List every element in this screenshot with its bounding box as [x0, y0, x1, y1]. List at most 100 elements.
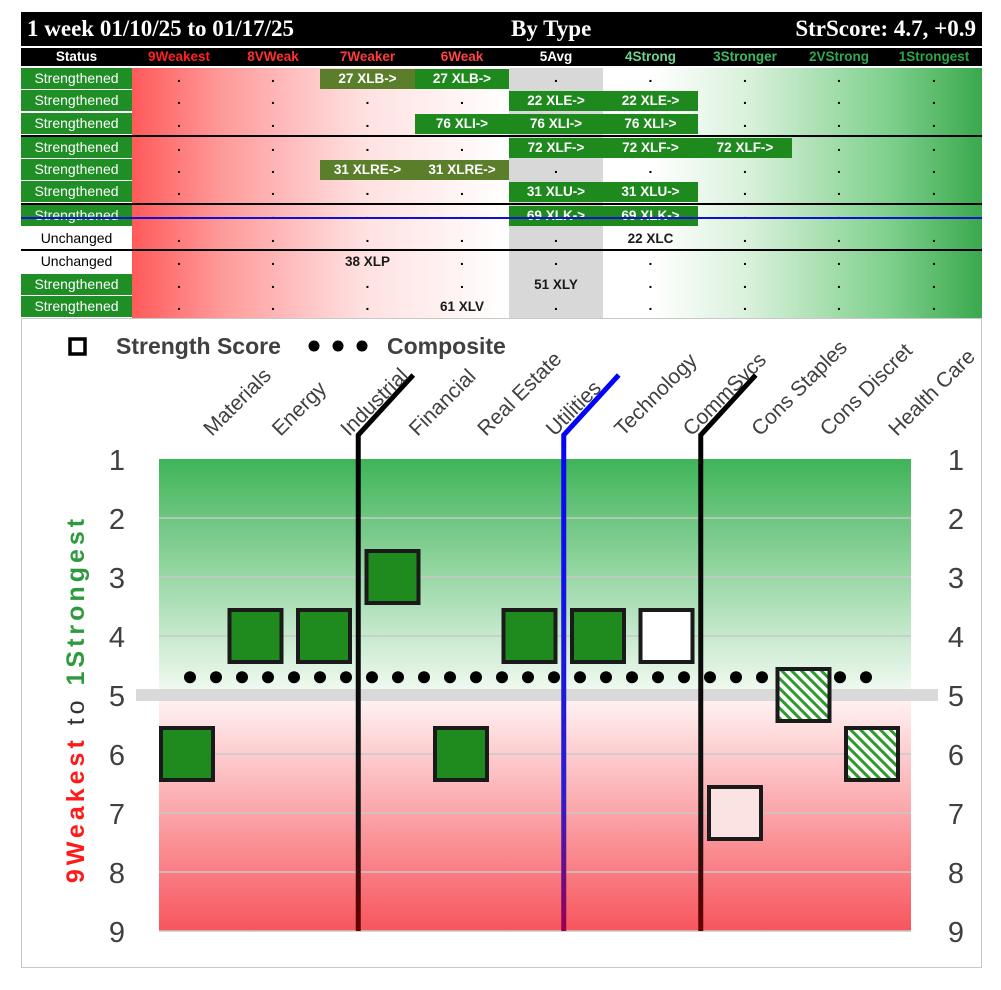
empty-dot: . — [460, 275, 464, 291]
composite-dot — [600, 671, 612, 684]
legend-square-icon — [68, 337, 87, 356]
ticker-cell: 31 XLU-> — [509, 182, 603, 202]
composite-dot — [730, 671, 742, 684]
status-cell: Unchanged — [21, 251, 132, 272]
category-label: Materials — [199, 364, 276, 441]
empty-dot: . — [554, 229, 558, 245]
category-label: Utilities — [542, 376, 606, 440]
empty-dot: . — [271, 160, 275, 176]
empty-dot: . — [177, 138, 181, 154]
empty-dot: . — [460, 206, 464, 222]
column-header-8vweak: 8VWeak — [247, 49, 299, 64]
empty-dot: . — [177, 297, 181, 313]
chart-panel: 1 1 2 2 3 3 4 4 5 5 6 6 7 7 8 8 9 9 Materials Energy Indust… — [21, 318, 982, 968]
ticker-cell: 69 XLK-> — [603, 206, 698, 226]
y-tick-left: 7 — [109, 799, 125, 831]
status-cell: Strengthened — [21, 205, 132, 226]
period-title: 1 week 01/10/25 to 01/17/25 — [27, 16, 295, 41]
composite-dot — [184, 671, 196, 684]
ticker-cell: 22 XLE-> — [603, 91, 698, 111]
empty-dot: . — [177, 69, 181, 85]
ticker-cell: 72 XLF-> — [509, 138, 603, 158]
empty-dot: . — [743, 69, 747, 85]
status-cell: Strengthened — [21, 68, 132, 89]
status-cell: Strengthened — [21, 181, 132, 202]
empty-dot: . — [271, 229, 275, 245]
category-divider — [698, 373, 758, 931]
empty-dot: . — [932, 91, 936, 107]
empty-dot: . — [271, 138, 275, 154]
empty-dot: . — [365, 275, 370, 291]
y-tick-left: 2 — [109, 504, 125, 536]
ticker-cell: 38 XLP — [344, 254, 391, 269]
empty-dot: . — [743, 182, 747, 198]
empty-dot: . — [743, 252, 747, 268]
legend-strength-score: Strength Score — [116, 333, 281, 359]
row-separator — [21, 135, 982, 137]
empty-dot: . — [743, 160, 747, 176]
empty-dot: . — [177, 206, 181, 222]
category-divider — [561, 373, 621, 931]
empty-dot: . — [365, 297, 370, 313]
empty-dot: . — [271, 252, 275, 268]
strength-box — [433, 726, 489, 782]
ticker-cell: 22 XLE-> — [509, 91, 603, 111]
str-score-title: StrScore: 4.7, +0.9 — [795, 16, 976, 41]
status-cell: Unchanged — [21, 228, 132, 249]
empty-dot: . — [932, 297, 936, 313]
empty-dot: . — [837, 229, 841, 245]
empty-dot: . — [932, 69, 936, 85]
ticker-cell: 76 XLI-> — [509, 114, 603, 134]
column-header-2vstrong: 2VStrong — [808, 49, 869, 64]
empty-dot: . — [365, 206, 370, 222]
empty-dot: . — [271, 297, 275, 313]
empty-dot: . — [177, 252, 181, 268]
empty-dot: . — [932, 206, 936, 222]
strength-box — [707, 785, 763, 841]
composite-dot — [288, 671, 300, 684]
strength-box — [570, 608, 626, 664]
composite-dot — [366, 671, 378, 684]
ticker-cell: 69 XLK-> — [509, 206, 603, 226]
empty-dot: . — [460, 229, 464, 245]
composite-dot — [626, 671, 638, 684]
column-header-6weak: 6Weak — [440, 49, 484, 64]
composite-dot — [548, 671, 560, 684]
category-label: Financial — [405, 365, 481, 441]
empty-dot: . — [932, 252, 936, 268]
empty-dot: . — [554, 297, 558, 313]
composite-dot — [496, 671, 508, 684]
legend-dot-icon — [332, 340, 344, 352]
composite-dot — [314, 671, 326, 684]
strength-box — [296, 608, 352, 664]
ticker-cell: 72 XLF-> — [603, 138, 698, 158]
y-axis-label: 9Weakest to 1Strongest — [62, 515, 90, 883]
ticker-cell: 27 XLB-> — [320, 69, 415, 89]
empty-dot: . — [554, 160, 558, 176]
empty-dot: . — [554, 252, 558, 268]
empty-dot: . — [271, 182, 275, 198]
column-header-7weaker: 7Weaker — [339, 49, 396, 64]
empty-dot: . — [932, 160, 936, 176]
ticker-cell: 76 XLI-> — [603, 114, 698, 134]
composite-dot — [756, 671, 768, 684]
category-label: Energy — [268, 377, 332, 441]
ticker-cell: 51 XLY — [534, 277, 578, 292]
ticker-cell: 76 XLI-> — [415, 114, 509, 134]
status-cell: Strengthened — [21, 113, 132, 134]
empty-dot: . — [648, 160, 653, 176]
ticker-cell: 22 XLC — [627, 231, 674, 246]
empty-dot: . — [177, 229, 181, 245]
empty-dot: . — [743, 114, 747, 130]
strength-table: 1 week 01/10/25 to 01/17/25 By Type StrS… — [21, 12, 982, 318]
empty-dot: . — [365, 91, 370, 107]
empty-dot: . — [932, 182, 936, 198]
row-separator — [21, 217, 982, 219]
y-tick-right: 6 — [948, 740, 964, 772]
ticker-cell: 61 XLV — [439, 299, 485, 314]
category-divider — [355, 373, 416, 931]
y-tick-right: 9 — [948, 917, 964, 949]
empty-dot: . — [648, 252, 653, 268]
empty-dot: . — [460, 138, 464, 154]
composite-dot — [522, 671, 534, 684]
